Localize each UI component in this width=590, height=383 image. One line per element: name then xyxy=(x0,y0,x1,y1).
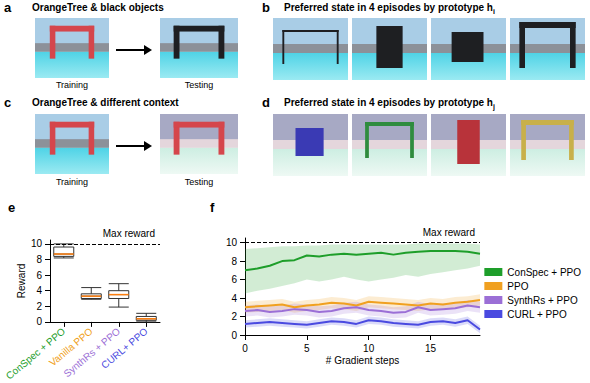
svg-text:6: 6 xyxy=(231,274,237,285)
svg-text:0: 0 xyxy=(36,316,42,327)
svg-text:e: e xyxy=(8,200,15,215)
svg-text:CURL + PPO: CURL + PPO xyxy=(507,309,567,320)
html-text:d: d xyxy=(262,95,270,110)
svg-text:SynthRs + PPO: SynthRs + PPO xyxy=(507,295,578,306)
svg-text:f: f xyxy=(210,200,215,215)
svg-text:Max reward: Max reward xyxy=(423,227,475,238)
svg-text:10: 10 xyxy=(226,237,238,248)
svg-text:Reward: Reward xyxy=(16,264,27,298)
svg-text:10: 10 xyxy=(363,343,375,354)
html-text:Preferred state in 4 episodes: Preferred state in 4 episodes by prototy… xyxy=(284,2,495,15)
html-text:OrangeTree & different context: OrangeTree & different context xyxy=(32,97,179,108)
svg-text:15: 15 xyxy=(425,343,437,354)
svg-text:PPO: PPO xyxy=(507,281,528,292)
svg-text:4: 4 xyxy=(36,285,42,296)
svg-text:SynthRs + PPO: SynthRs + PPO xyxy=(61,325,123,380)
svg-text:6: 6 xyxy=(36,270,42,281)
html-text:Training: Training xyxy=(55,80,89,90)
svg-text:10: 10 xyxy=(31,238,43,249)
svg-text:5: 5 xyxy=(304,343,310,354)
svg-text:0: 0 xyxy=(231,330,237,341)
svg-text:0: 0 xyxy=(242,343,248,354)
html-text:Testing: Testing xyxy=(184,177,214,187)
svg-text:CURL+ PPO: CURL+ PPO xyxy=(99,326,150,371)
html-text:Training: Training xyxy=(55,177,89,187)
svg-text:8: 8 xyxy=(36,254,42,265)
html-text:b: b xyxy=(262,0,270,15)
svg-text:ConSpec + PPO: ConSpec + PPO xyxy=(3,325,68,382)
svg-text:4: 4 xyxy=(231,293,237,304)
svg-text:Max reward: Max reward xyxy=(103,228,155,239)
svg-text:Vanilla PPO: Vanilla PPO xyxy=(47,325,95,369)
svg-text:2: 2 xyxy=(36,301,42,312)
html-text:Preferred state in 4 episodes: Preferred state in 4 episodes by prototy… xyxy=(284,97,495,110)
html-text:Testing: Testing xyxy=(184,80,214,90)
html-text:a: a xyxy=(4,0,12,15)
svg-text:ConSpec + PPO: ConSpec + PPO xyxy=(507,267,581,278)
html-text:c: c xyxy=(4,95,12,110)
svg-text:# Gradient steps: # Gradient steps xyxy=(326,355,399,366)
html-text:OrangeTree & black objects: OrangeTree & black objects xyxy=(32,2,164,13)
svg-text:8: 8 xyxy=(231,256,237,267)
svg-text:2: 2 xyxy=(231,311,237,322)
